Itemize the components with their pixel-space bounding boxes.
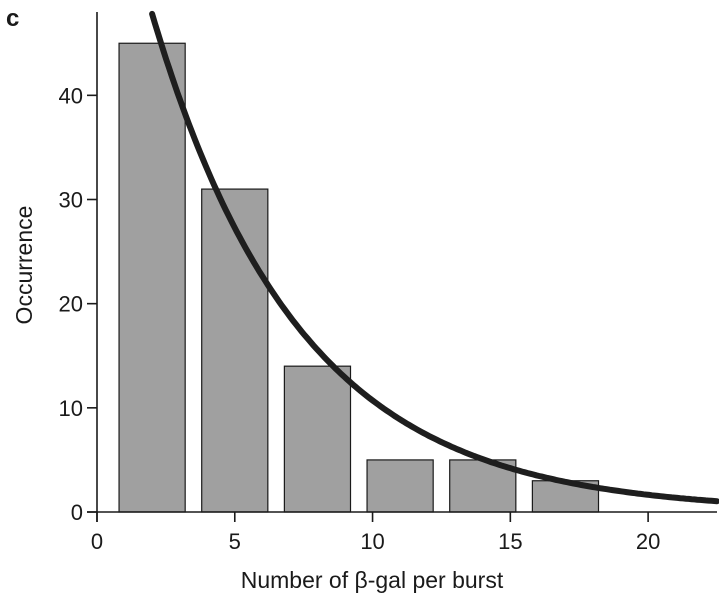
x-tick-label-0: 0 xyxy=(91,529,103,554)
y-axis-label: Occurrence xyxy=(11,206,37,325)
fit-curve-group xyxy=(149,10,719,505)
y-tick-label-0: 0 xyxy=(71,500,83,525)
y-tick-label-10: 10 xyxy=(59,396,83,421)
bar-2 xyxy=(201,188,269,513)
x-axis-label: Number of β-gal per burst xyxy=(241,567,504,593)
y-tick-label-40: 40 xyxy=(59,83,83,108)
bar-1 xyxy=(118,42,186,513)
bar-3 xyxy=(283,365,352,513)
bars xyxy=(118,42,600,513)
y-tick-label-30: 30 xyxy=(59,188,83,213)
fit-curve xyxy=(149,10,719,505)
bar-4 xyxy=(366,459,434,513)
y-tick-label-20: 20 xyxy=(59,292,83,317)
x-tick-label-10: 10 xyxy=(360,529,384,554)
x-tick-label-15: 15 xyxy=(498,529,522,554)
x-tick-label-5: 5 xyxy=(229,529,241,554)
panel-label: c xyxy=(6,5,19,32)
axes: 0 10 20 30 40 0 5 10 15 20 xyxy=(59,12,717,554)
x-tick-label-20: 20 xyxy=(636,529,660,554)
